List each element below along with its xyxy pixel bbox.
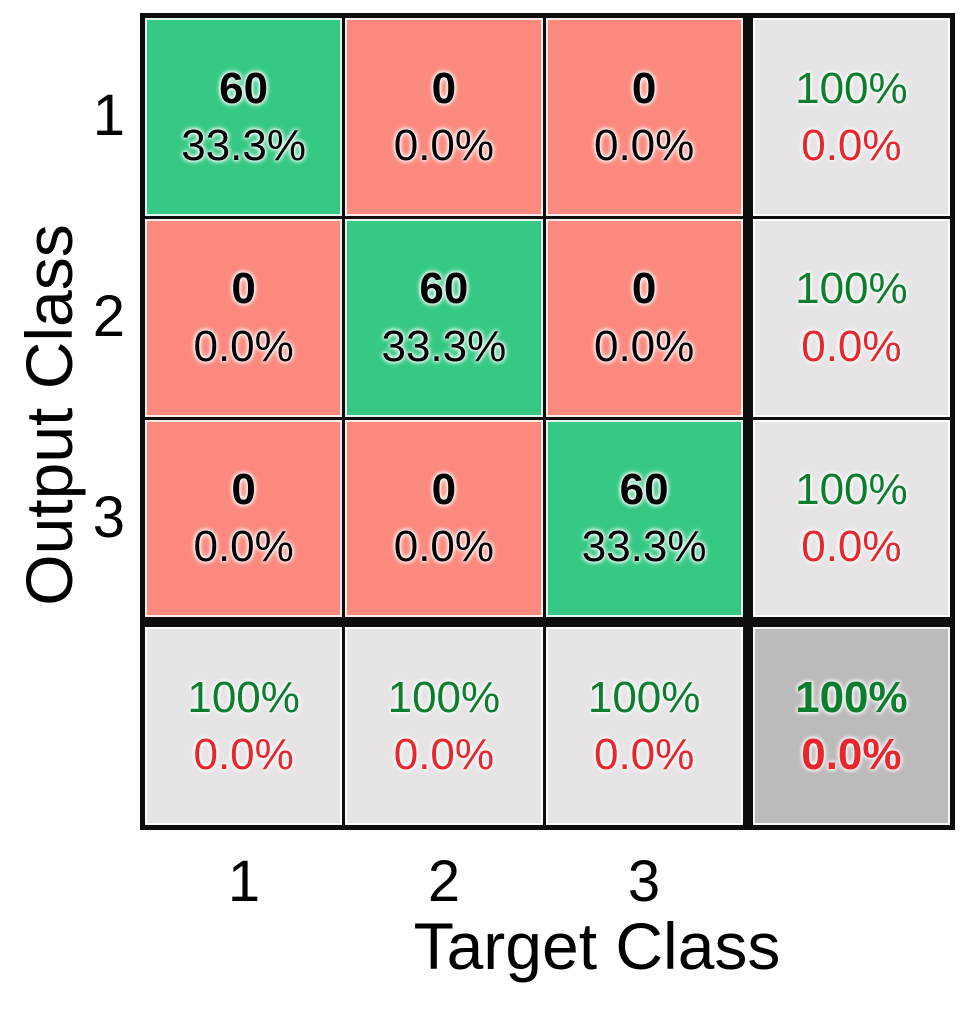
cell-percent: 0.0% xyxy=(193,522,294,572)
summary-negative: 0.0% xyxy=(393,730,495,780)
x-axis-label: Target Class xyxy=(413,909,781,983)
summary-negative: 0.0% xyxy=(801,730,902,780)
cell-count: 60 xyxy=(419,264,469,314)
cell-percent: 0.0% xyxy=(593,321,695,371)
summary-negative: 0.0% xyxy=(801,120,902,170)
cell-percent: 0.0% xyxy=(393,522,495,572)
y-tick-2: 2 xyxy=(92,284,125,350)
cell-c2-summary: 100% 0.0% xyxy=(345,627,543,825)
summary-negative: 0.0% xyxy=(193,730,294,780)
cell-count: 0 xyxy=(431,465,457,515)
cell-r3-summary: 100% 0.0% xyxy=(752,419,950,618)
cell-count: 60 xyxy=(219,63,269,113)
cell-r1c1: 60 33.3% xyxy=(145,18,343,216)
cell-r2c3: 0 0.0% xyxy=(545,218,743,417)
cell-count: 60 xyxy=(619,465,669,515)
cell-percent: 33.3% xyxy=(181,120,306,170)
summary-negative: 0.0% xyxy=(801,522,902,572)
cell-count: 0 xyxy=(431,63,457,113)
summary-positive: 100% xyxy=(187,672,300,722)
confusion-matrix-grid: 60 33.3% 0 0.0% 0 0.0% 100% 0.0% 0 0.0% … xyxy=(140,13,955,830)
cell-percent: 33.3% xyxy=(381,321,507,371)
summary-positive: 100% xyxy=(795,672,908,722)
summary-positive: 100% xyxy=(795,63,908,113)
cell-r2c1: 0 0.0% xyxy=(145,218,343,417)
summary-positive: 100% xyxy=(795,465,908,515)
cell-count: 0 xyxy=(231,465,256,515)
cell-r2-summary: 100% 0.0% xyxy=(752,218,950,417)
cell-r3c1: 0 0.0% xyxy=(145,419,343,618)
cell-percent: 0.0% xyxy=(393,120,495,170)
cell-count: 0 xyxy=(231,264,256,314)
x-tick-2: 2 xyxy=(427,849,461,914)
summary-positive: 100% xyxy=(795,264,908,314)
cell-c3-summary: 100% 0.0% xyxy=(545,627,743,825)
summary-positive: 100% xyxy=(587,672,701,722)
x-tick-3: 3 xyxy=(627,849,661,914)
cell-r3c2: 0 0.0% xyxy=(345,419,543,618)
x-tick-1: 1 xyxy=(227,849,261,914)
cell-percent: 33.3% xyxy=(581,522,707,572)
summary-positive: 100% xyxy=(387,672,501,722)
cell-r1c2: 0 0.0% xyxy=(345,18,543,216)
y-tick-1: 1 xyxy=(92,83,125,149)
cell-r1-summary: 100% 0.0% xyxy=(752,18,950,216)
cell-r2c2: 60 33.3% xyxy=(345,218,543,417)
cell-percent: 0.0% xyxy=(593,120,695,170)
summary-negative: 0.0% xyxy=(593,730,695,780)
y-tick-3: 3 xyxy=(92,485,125,551)
cell-count: 0 xyxy=(631,264,657,314)
cell-count: 0 xyxy=(631,63,657,113)
cell-overall-accuracy: 100% 0.0% xyxy=(752,627,950,825)
summary-negative: 0.0% xyxy=(801,321,902,371)
cell-percent: 0.0% xyxy=(193,321,294,371)
cell-c1-summary: 100% 0.0% xyxy=(145,627,343,825)
cell-r1c3: 0 0.0% xyxy=(545,18,743,216)
cell-r3c3: 60 33.3% xyxy=(545,419,743,618)
